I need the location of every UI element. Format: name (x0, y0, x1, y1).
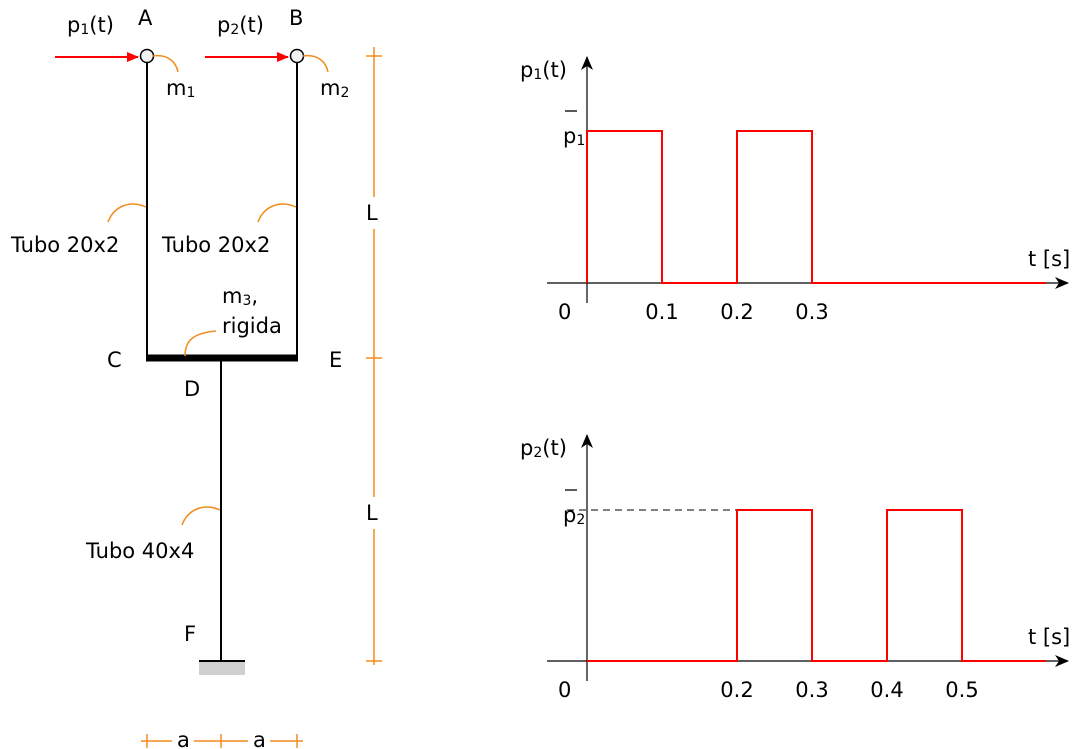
y-axis-label-suffix: (t) (542, 436, 567, 460)
dim-label-a-right: a (253, 728, 266, 749)
origin-label: 0 (558, 300, 571, 324)
amplitude-label-main: p (563, 503, 576, 527)
signal-line (586, 130, 1046, 284)
x-axis-label: t [s] (1028, 247, 1070, 271)
chart-p2: p2(t)p2t [s]0 0.2 0.3 0.4 0.5 (520, 434, 1070, 702)
amplitude-label-sub: 1 (576, 133, 585, 149)
mass-circle-m1 (139, 48, 155, 64)
node-label-d: D (184, 377, 200, 401)
y-axis-label-sub: 1 (533, 67, 542, 83)
amplitude-label: p1 (563, 124, 585, 149)
ground-hatch (199, 662, 245, 675)
mass-label-m2: m2 (320, 76, 349, 101)
x-tick-label: 0.2 (720, 678, 753, 702)
y-axis-label-sub: 2 (533, 445, 542, 461)
dim-label-bg-lower (362, 497, 386, 529)
amplitude-label-main: p (563, 124, 576, 148)
structure-diagram: p1(t) p2(t) A B m1 m2 Tubo 20x2 Tubo 20x… (10, 6, 386, 749)
node-label-e: E (329, 348, 342, 372)
mass-circle-m2 (289, 48, 305, 64)
dim-label-bg-upper (362, 197, 386, 229)
y-axis-label: p1(t) (520, 58, 567, 83)
mass-label-m1: m1 (166, 76, 195, 101)
node-label-f: F (184, 622, 196, 646)
x-tick-label: 0.1 (645, 300, 678, 324)
x-tick-label: 0.2 (720, 300, 753, 324)
y-axis-label-suffix: (t) (542, 58, 567, 82)
dim-label-a-left: a (177, 728, 190, 749)
node-label-c: C (107, 348, 122, 372)
leader-section-bottom (181, 506, 221, 526)
y-axis-label: p2(t) (520, 436, 567, 461)
x-tick-label: 0.4 (870, 678, 903, 702)
mass-label-m3: m3, (222, 284, 258, 309)
chart-p1: p1(t)p1t [s]0 0.1 0.2 0.3 (520, 56, 1070, 324)
leader-section-right (257, 203, 297, 223)
load-label-p2: p2(t) (217, 13, 264, 38)
leader-m2 (302, 54, 329, 73)
load-label-p1: p1(t) (67, 13, 114, 38)
node-label-b: B (289, 6, 303, 30)
dim-label-upper-l: L (366, 201, 378, 225)
section-label-right: Tubo 20x2 (161, 233, 270, 257)
amplitude-label-sub: 2 (576, 512, 585, 528)
dim-label-lower-l: L (366, 501, 378, 525)
x-tick-label: 0.3 (795, 678, 828, 702)
leader-m1 (152, 54, 179, 73)
x-tick-label: 0.5 (945, 678, 978, 702)
node-label-a: A (138, 6, 153, 30)
y-axis-label-main: p (520, 436, 533, 460)
signal-line (587, 509, 1046, 662)
x-tick-label: 0.3 (795, 300, 828, 324)
beam-note-rigida: rigida (222, 314, 282, 338)
leader-m3 (184, 330, 217, 357)
origin-label: 0 (558, 678, 571, 702)
section-label-bottom: Tubo 40x4 (85, 539, 194, 563)
y-axis-label-main: p (520, 58, 533, 82)
section-label-left: Tubo 20x2 (10, 233, 119, 257)
amplitude-label: p2 (563, 503, 585, 528)
x-axis-label: t [s] (1028, 625, 1070, 649)
leader-section-left (107, 203, 147, 223)
